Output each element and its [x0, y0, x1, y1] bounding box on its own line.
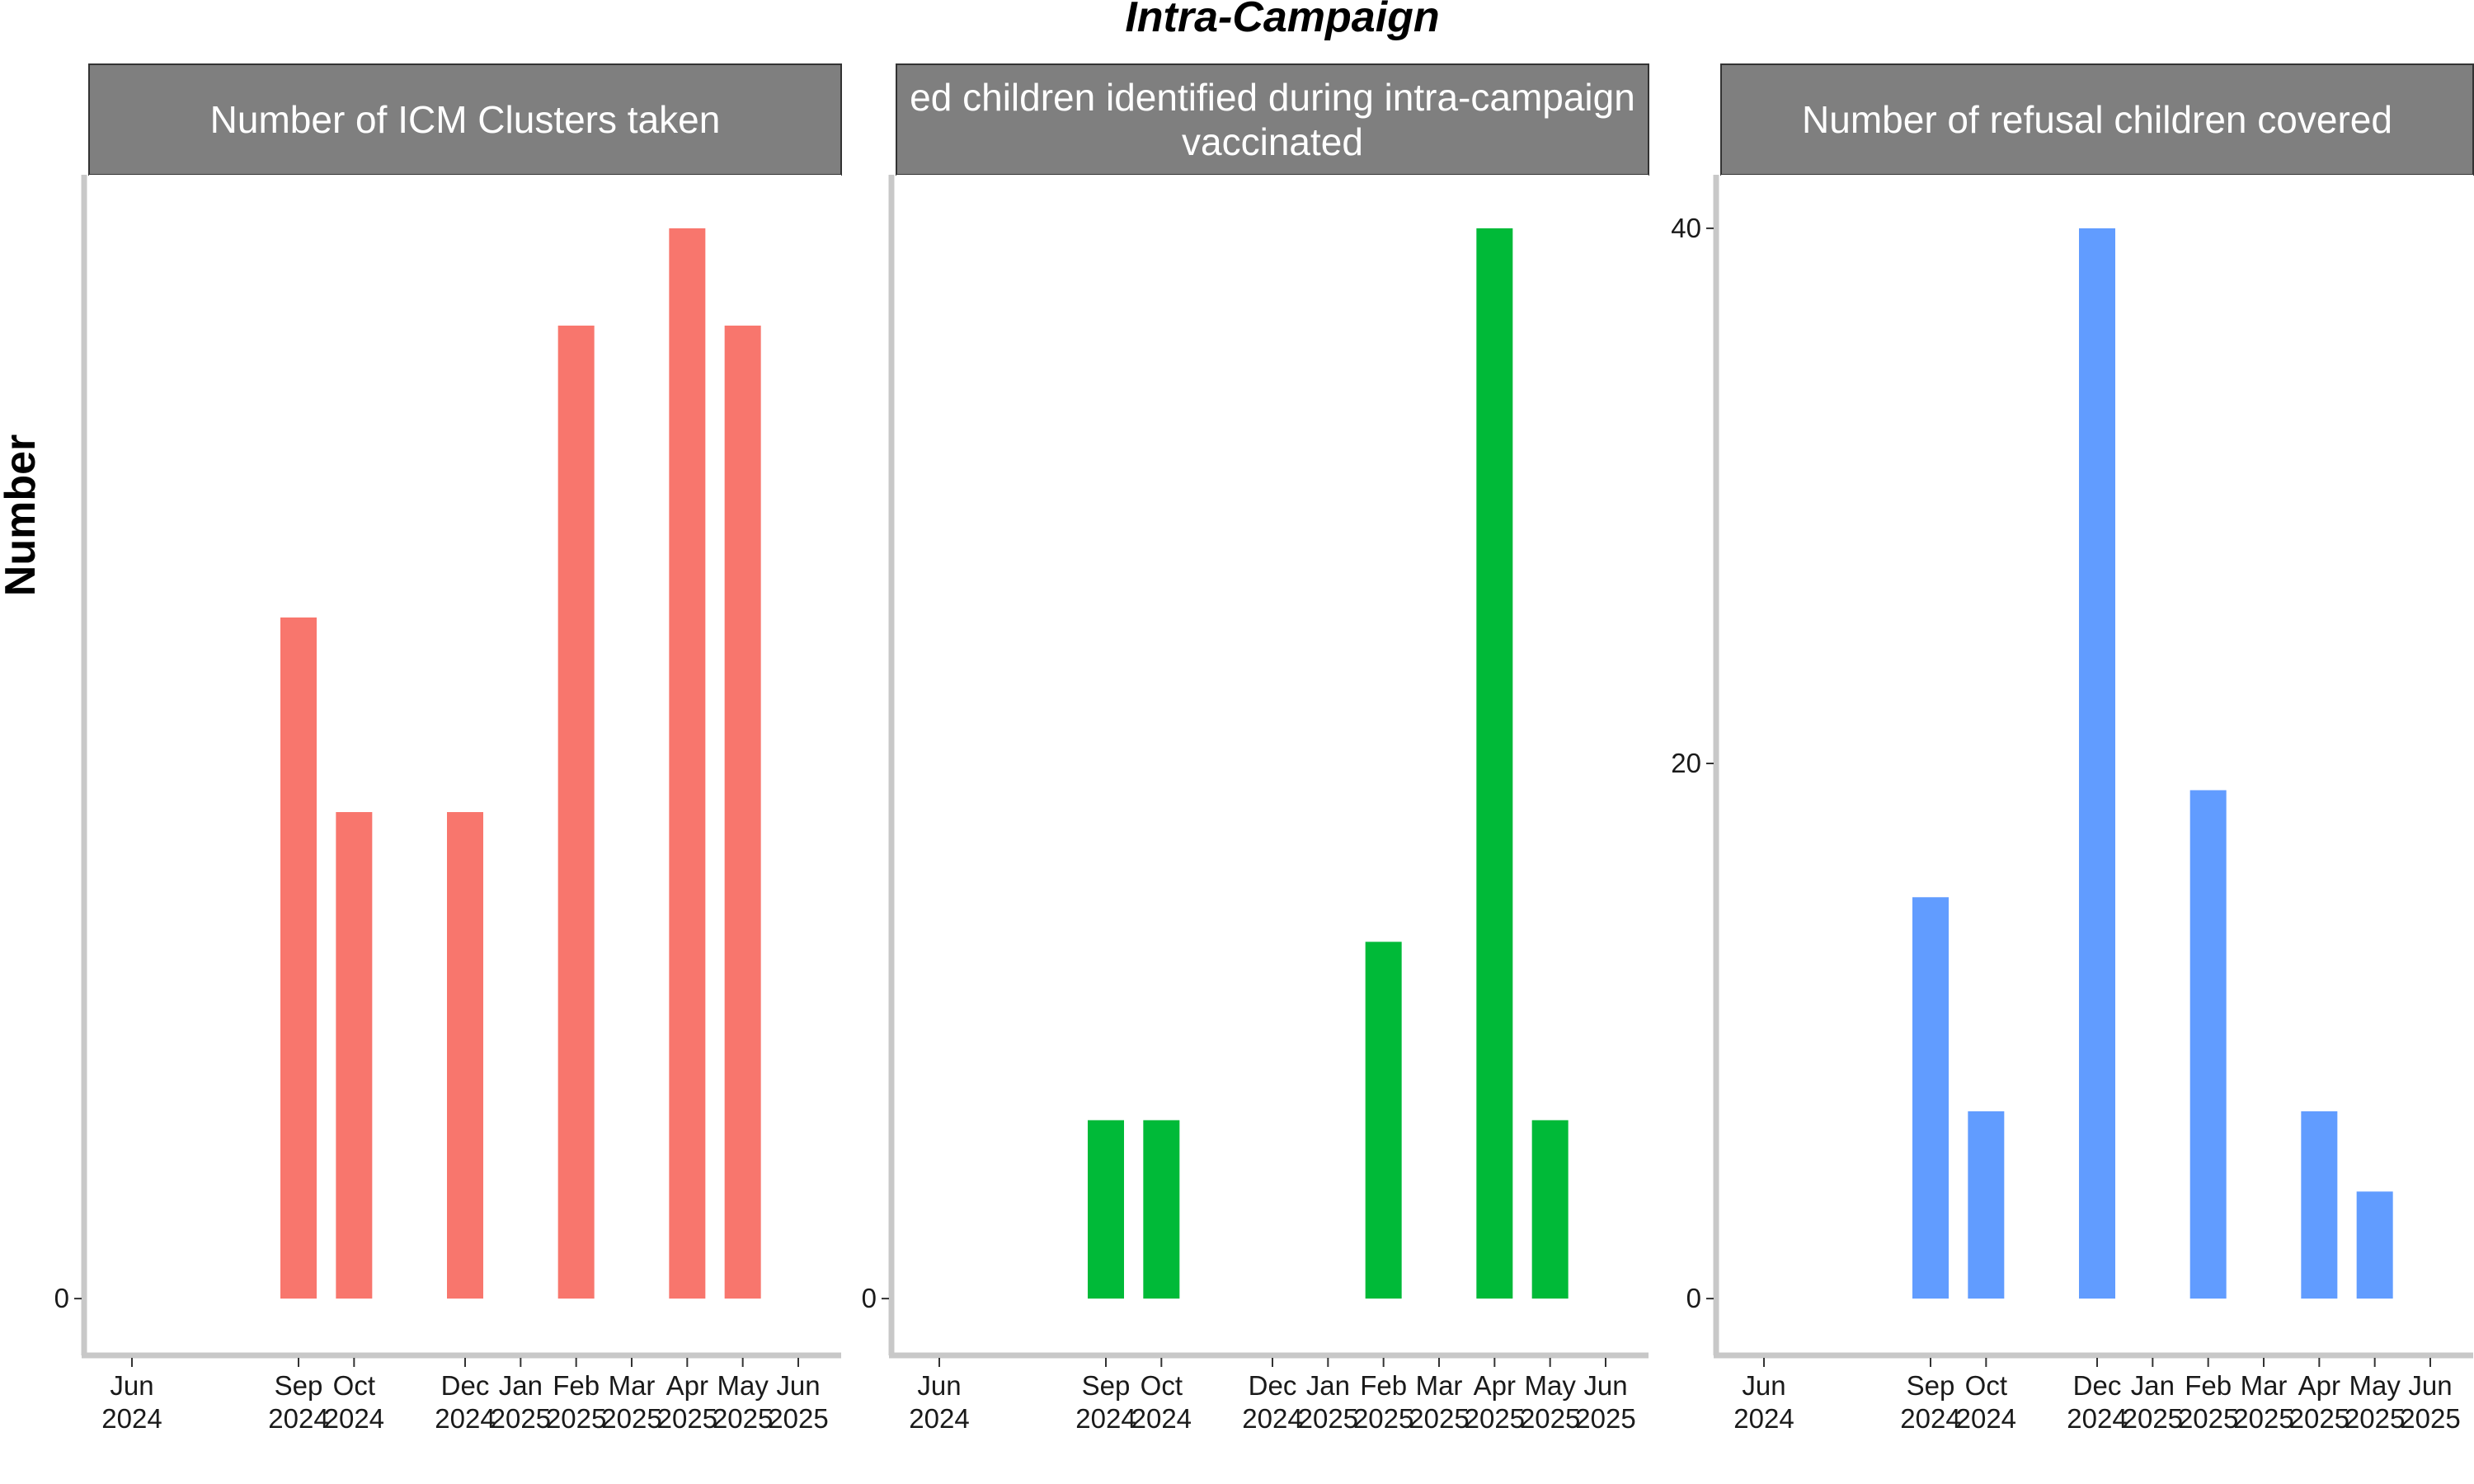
x-tick-label: May 2025: [2345, 1370, 2405, 1434]
bar: [447, 812, 483, 1299]
bar: [336, 812, 373, 1299]
x-tick-label: Dec 2024: [435, 1370, 495, 1434]
x-tick-label: Sep 2024: [1900, 1370, 1960, 1434]
bar: [2356, 1191, 2393, 1299]
y-tick-label: 0: [862, 1283, 877, 1313]
x-tick-label: Jun 2025: [768, 1370, 828, 1434]
panels: Number of ICM Clusters taken 0 Jun 2024 Sep 2…: [54, 63, 2474, 1434]
panel-1: Number of ICM Clusters taken 0 Jun 2024 Sep 2…: [54, 63, 842, 1434]
bar: [2079, 228, 2115, 1299]
x-tick-label: Apr 2025: [2289, 1370, 2349, 1434]
x-tick-label: Mar 2025: [2233, 1370, 2293, 1434]
x-tick-label: May 2025: [713, 1370, 773, 1434]
panel-header: [88, 63, 842, 176]
x-tick-label: Jan 2025: [1298, 1370, 1358, 1434]
x-tick-label: Feb 2025: [1353, 1370, 1413, 1434]
x-tick-label: Jun 2024: [909, 1370, 969, 1434]
panel-title-line: Number of refusal children covered: [1802, 98, 2392, 141]
panel-title-line: vaccinated: [1182, 120, 1363, 163]
panel-title-line: Number of ICM Clusters taken: [210, 98, 721, 141]
bar: [1476, 228, 1513, 1299]
x-tick-label: Apr 2025: [657, 1370, 717, 1434]
bar: [557, 325, 595, 1299]
x-tick-label: Jun 2024: [101, 1370, 162, 1434]
chart-title: Intra-Campaign: [1125, 0, 1439, 41]
x-tick-label: Dec 2024: [2067, 1370, 2127, 1434]
x-tick-label: Mar 2025: [601, 1370, 661, 1434]
bar: [1912, 897, 1949, 1299]
x-tick-label: Jan 2025: [491, 1370, 551, 1434]
panel-3: Number of refusal children covered 0 20 40 J…: [1671, 63, 2474, 1434]
panel-title-line: ed children identified during intra-camp…: [910, 76, 1635, 119]
x-tick-label: Mar 2025: [1409, 1370, 1469, 1434]
bar: [724, 325, 761, 1299]
x-tick-label: Jan 2025: [2123, 1370, 2183, 1434]
x-tick-label: Oct 2024: [1956, 1370, 2016, 1434]
x-tick-label: Sep 2024: [1075, 1370, 1136, 1434]
bar: [1968, 1111, 2005, 1299]
bar: [1531, 1120, 1569, 1299]
y-tick-label: 40: [1671, 213, 1701, 243]
x-tick-label: Feb 2025: [2178, 1370, 2238, 1434]
y-tick-label: 0: [1686, 1283, 1701, 1313]
x-tick-label: Jun 2025: [2400, 1370, 2460, 1434]
x-tick-label: May 2025: [1520, 1370, 1580, 1434]
x-tick-label: Oct 2024: [324, 1370, 384, 1434]
panel-2: ed children identified during intra-camp…: [862, 63, 1649, 1434]
x-tick-label: Jun 2024: [1733, 1370, 1794, 1434]
x-tick-label: Apr 2025: [1465, 1370, 1525, 1434]
x-tick-label: Oct 2024: [1131, 1370, 1192, 1434]
x-tick-label: Feb 2025: [546, 1370, 606, 1434]
plot-area: [896, 175, 1649, 1352]
bar: [2301, 1111, 2338, 1299]
bar: [1365, 942, 1402, 1299]
bar: [1143, 1120, 1180, 1299]
bar: [2189, 790, 2227, 1299]
bar: [1088, 1120, 1124, 1299]
bar: [669, 228, 706, 1299]
x-tick-label: Sep 2024: [268, 1370, 328, 1434]
y-tick-label: 20: [1671, 748, 1701, 778]
x-tick-label: Jun 2025: [1575, 1370, 1635, 1434]
y-tick-label: 0: [54, 1283, 69, 1313]
y-axis-label: Number: [0, 434, 45, 596]
x-tick-label: Dec 2024: [1242, 1370, 1302, 1434]
bar: [280, 617, 317, 1299]
